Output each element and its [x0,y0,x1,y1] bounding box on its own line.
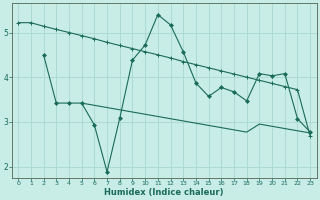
X-axis label: Humidex (Indice chaleur): Humidex (Indice chaleur) [104,188,224,197]
